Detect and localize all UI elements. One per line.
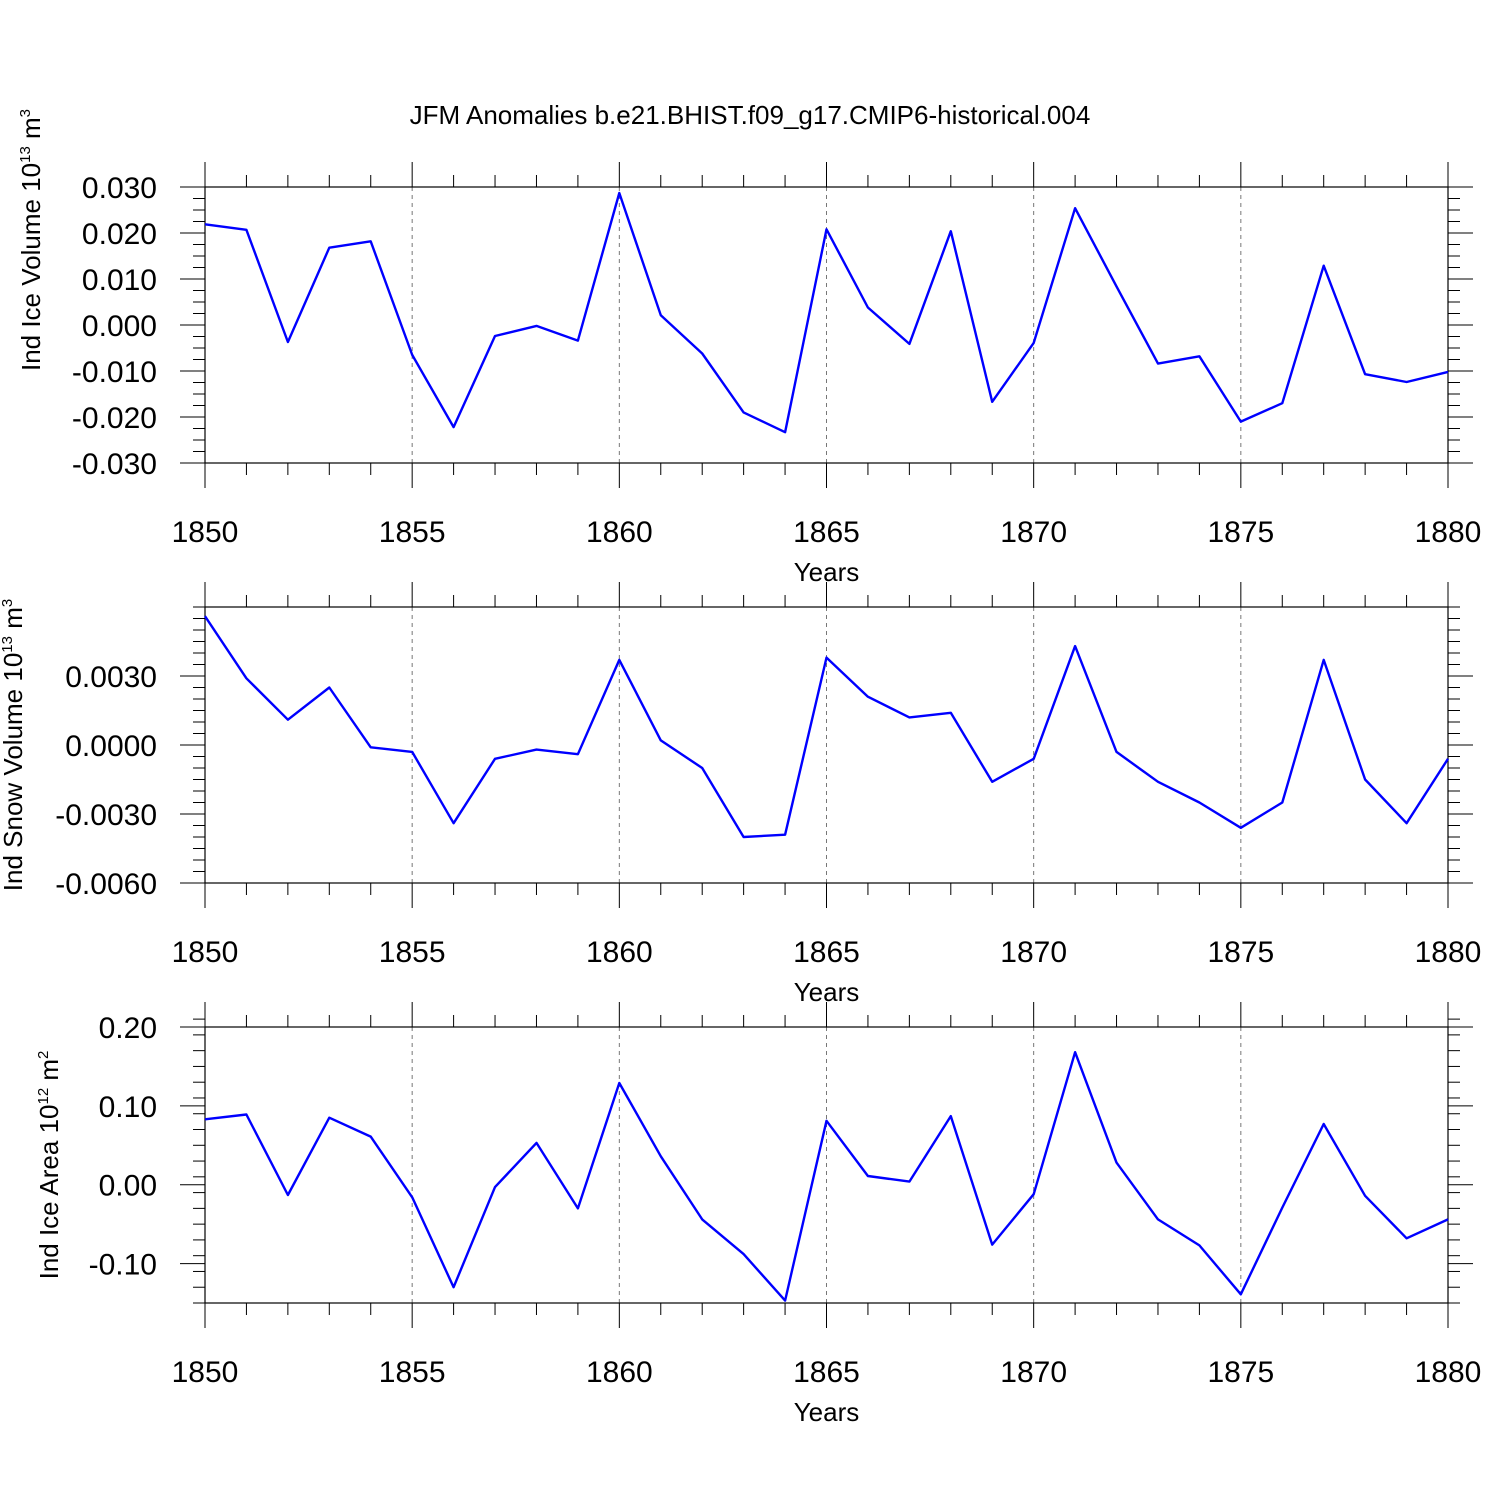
y-tick-label: -0.10 bbox=[89, 1249, 157, 1282]
x-tick-label: 1870 bbox=[1000, 516, 1067, 549]
x-tick-label: 1860 bbox=[586, 1356, 653, 1389]
x-tick-label: 1855 bbox=[379, 1356, 446, 1389]
x-tick-label: 1865 bbox=[793, 936, 860, 969]
x-tick-label: 1880 bbox=[1415, 516, 1482, 549]
x-tick-label: 1855 bbox=[379, 936, 446, 969]
x-tick-label: 1850 bbox=[172, 936, 239, 969]
x-tick-label: 1860 bbox=[586, 516, 653, 549]
y-tick-label: -0.020 bbox=[72, 402, 157, 435]
y-tick-label: 0.10 bbox=[99, 1091, 157, 1124]
y-tick-label: 0.030 bbox=[82, 172, 157, 205]
y-tick-label: 0.20 bbox=[99, 1012, 157, 1045]
y-tick-label: 0.0030 bbox=[65, 661, 157, 694]
x-tick-label: 1875 bbox=[1207, 516, 1274, 549]
y-tick-label: 0.000 bbox=[82, 310, 157, 343]
x-tick-label: 1855 bbox=[379, 516, 446, 549]
x-axis-label: Years bbox=[794, 1397, 860, 1427]
y-axis-label: Ind Ice Area 1012 m2 bbox=[34, 1051, 64, 1280]
chart-title: JFM Anomalies b.e21.BHIST.f09_g17.CMIP6-… bbox=[410, 100, 1091, 130]
x-tick-label: 1850 bbox=[172, 516, 239, 549]
y-tick-label: 0.020 bbox=[82, 218, 157, 251]
x-tick-label: 1865 bbox=[793, 516, 860, 549]
y-axis-label: Ind Snow Volume 1013 m3 bbox=[0, 599, 28, 891]
y-tick-label: -0.010 bbox=[72, 356, 157, 389]
y-tick-label: 0.010 bbox=[82, 264, 157, 297]
x-tick-label: 1860 bbox=[586, 936, 653, 969]
x-tick-label: 1865 bbox=[793, 1356, 860, 1389]
y-tick-label: -0.030 bbox=[72, 448, 157, 481]
panel-ice-area: -0.10 0.00 0.10 0.20 1850 1855 1860 1865 1870 187… bbox=[34, 1002, 1481, 1427]
x-tick-label: 1880 bbox=[1415, 1356, 1482, 1389]
x-tick-label: 1850 bbox=[172, 1356, 239, 1389]
x-tick-label: 1880 bbox=[1415, 936, 1482, 969]
y-tick-label: -0.0030 bbox=[55, 799, 157, 832]
y-tick-label: 0.00 bbox=[99, 1170, 157, 1203]
panel-snow-volume: -0.0060 -0.0030 0.0000 0.0030 1850 1855 1860 18… bbox=[0, 582, 1481, 1007]
panel-ice-volume: -0.030 -0.020 -0.010 0.000 0.010 0.020 0.030 18… bbox=[16, 109, 1481, 587]
series-line bbox=[204, 1050, 1449, 1302]
y-tick-label: -0.0060 bbox=[55, 868, 157, 901]
y-axis-label: Ind Ice Volume 1013 m3 bbox=[16, 109, 46, 371]
x-tick-label: 1875 bbox=[1207, 1356, 1274, 1389]
x-tick-label: 1875 bbox=[1207, 936, 1274, 969]
x-tick-label: 1870 bbox=[1000, 1356, 1067, 1389]
x-tick-label: 1870 bbox=[1000, 936, 1067, 969]
y-tick-label: 0.0000 bbox=[65, 730, 157, 763]
